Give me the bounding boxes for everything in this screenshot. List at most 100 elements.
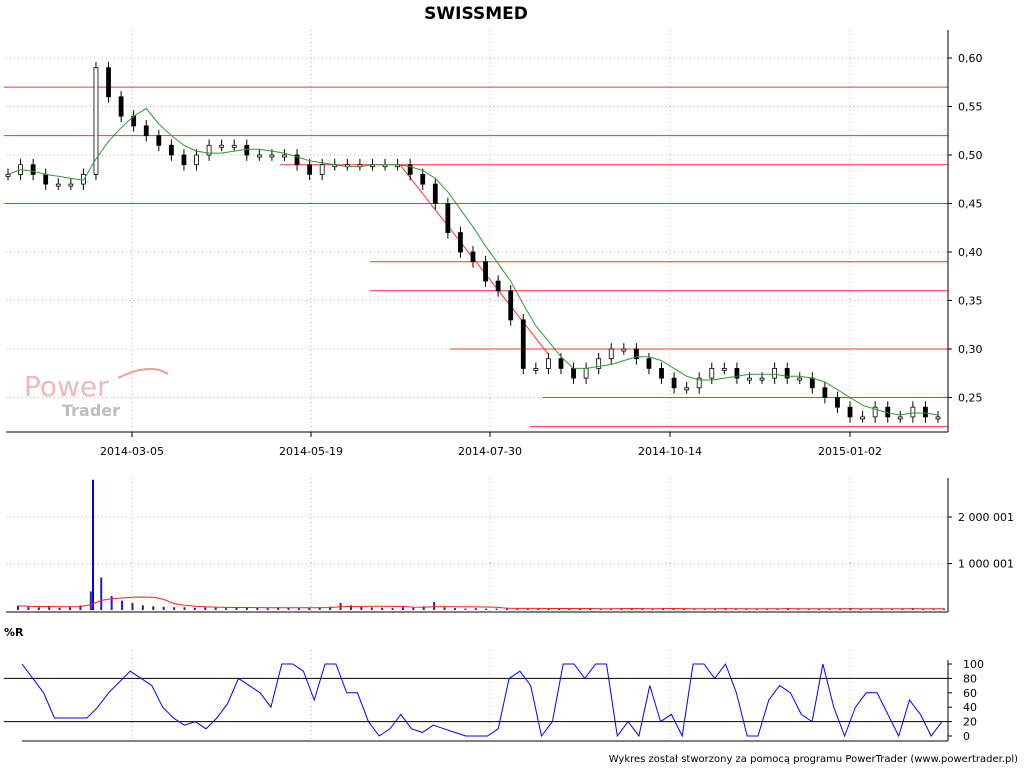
price-body-74	[935, 416, 941, 420]
price-body-65	[822, 387, 828, 398]
price-body-42	[533, 367, 539, 371]
wr-ytick-label-4: 20	[963, 716, 977, 729]
price-body-21	[269, 154, 275, 158]
price-body-23	[294, 154, 300, 166]
price-body-73	[923, 406, 928, 418]
price-body-62	[784, 367, 790, 379]
price-body-18	[231, 144, 237, 148]
xtick-label-0: 2014-03-05	[100, 445, 164, 458]
horizontal-levels	[4, 86, 948, 428]
price-body-51	[646, 358, 652, 369]
watermark-swoosh-icon	[117, 367, 169, 379]
price-body-34	[432, 183, 438, 204]
price-body-49	[621, 348, 627, 352]
price-body-44	[558, 358, 564, 369]
chart-title: SWISSMED	[424, 4, 528, 24]
price-body-50	[633, 348, 639, 360]
watermark-trader: Trader	[62, 401, 120, 420]
moving-average-line	[7, 107, 939, 416]
price-body-41	[520, 319, 526, 369]
wr-grid	[131, 650, 851, 741]
price-body-15	[194, 154, 199, 166]
volume-bars	[17, 479, 945, 610]
x-axis-ticks: 2014-03-05 2014-05-19 2014-07-30 2014-10-14…	[100, 432, 882, 458]
volume-grid	[6, 478, 948, 612]
xtick-label-1: 2014-05-19	[279, 445, 343, 458]
price-body-67	[847, 406, 853, 418]
price-body-7	[93, 67, 99, 175]
price-body-52	[659, 367, 664, 379]
price-body-69	[872, 406, 878, 418]
price-body-61	[772, 367, 778, 379]
price-grid	[6, 30, 948, 432]
price-body-54	[684, 387, 690, 391]
price-body-35	[445, 203, 451, 234]
price-body-16	[206, 144, 212, 156]
price-body-12	[156, 135, 162, 146]
price-ytick-label-1: 0,55	[958, 101, 983, 114]
price-body-22	[282, 154, 287, 158]
xtick-label-3: 2014-10-14	[638, 445, 702, 458]
wr-ytick-label-2: 60	[963, 687, 977, 700]
volume-ytick-label-0: 2 000 001	[958, 511, 1014, 524]
price-body-13	[168, 144, 174, 156]
price-body-58	[734, 367, 740, 379]
price-body-20	[256, 154, 262, 158]
price-ytick-label-7: 0,25	[958, 392, 983, 405]
price-body-0	[5, 173, 11, 177]
price-body-64	[809, 377, 815, 389]
price-ytick-label-3: 0,45	[958, 198, 983, 211]
xtick-label-2: 2014-07-30	[458, 445, 522, 458]
price-ytick-label-5: 0,35	[958, 295, 983, 308]
price-body-33	[420, 173, 426, 185]
price-body-43	[546, 358, 551, 369]
price-body-14	[181, 154, 187, 166]
price-body-46	[583, 367, 589, 379]
price-body-36	[458, 232, 463, 253]
price-body-72	[910, 406, 916, 418]
price-body-38	[483, 261, 488, 282]
price-ytick-label-2: 0,50	[958, 149, 983, 162]
price-body-24	[307, 164, 313, 175]
price-body-19	[244, 144, 250, 156]
price-body-60	[759, 377, 765, 381]
price-body-45	[571, 367, 576, 379]
price-body-47	[596, 358, 602, 369]
price-body-66	[835, 397, 840, 408]
price-body-9	[118, 96, 124, 117]
xtick-label-4: 2015-01-02	[818, 445, 882, 458]
volume-y-ticks: 2 000 001 1 000 001	[948, 511, 1014, 571]
price-body-3	[43, 173, 49, 185]
price-body-48	[608, 348, 614, 360]
price-body-25	[319, 164, 325, 175]
price-body-40	[508, 290, 514, 321]
price-body-68	[860, 416, 865, 420]
watermark-power: Power	[24, 370, 109, 403]
price-body-57	[721, 367, 727, 371]
price-body-63	[797, 377, 803, 381]
price-bars	[5, 61, 941, 423]
price-body-2	[30, 164, 36, 175]
wr-ytick-label-3: 40	[963, 701, 977, 714]
wr-ytick-label-5: 0	[963, 730, 970, 743]
price-ytick-label-4: 0,40	[958, 246, 983, 259]
footer-credit: Wykres został stworzony za pomocą progra…	[609, 754, 1018, 765]
price-body-39	[495, 280, 501, 292]
price-body-32	[407, 164, 413, 175]
price-body-55	[696, 377, 702, 389]
price-body-17	[219, 144, 225, 148]
price-body-37	[470, 251, 476, 263]
wr-panel-title: %R	[4, 626, 24, 639]
price-body-5	[68, 183, 74, 187]
price-body-11	[143, 125, 149, 137]
price-ytick-label-0: 0,60	[958, 52, 983, 65]
price-body-53	[671, 377, 677, 389]
price-y-ticks: 0,60 0,55 0,50 0,45 0,40 0,35 0,30 0,25	[948, 52, 983, 405]
price-body-8	[106, 67, 111, 98]
price-ytick-label-6: 0,30	[958, 343, 983, 356]
price-body-56	[709, 367, 715, 379]
wr-ytick-label-1: 80	[963, 672, 977, 685]
volume-ytick-label-1: 1 000 001	[958, 558, 1014, 571]
williams-r-line	[21, 662, 943, 738]
